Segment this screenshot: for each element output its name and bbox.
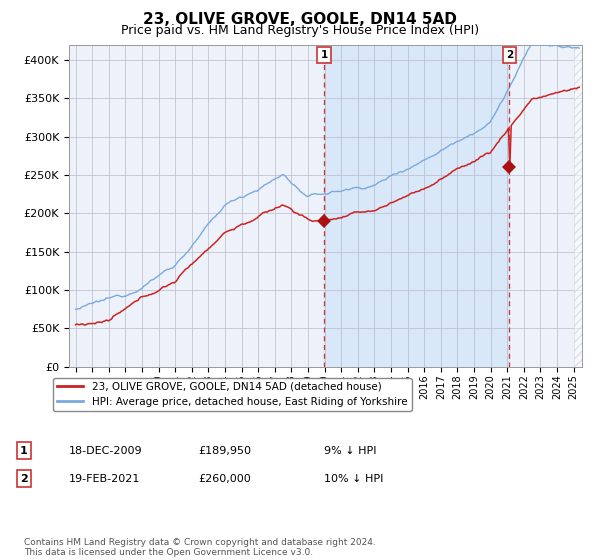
Text: Contains HM Land Registry data © Crown copyright and database right 2024.
This d: Contains HM Land Registry data © Crown c… bbox=[24, 538, 376, 557]
Text: 19-FEB-2021: 19-FEB-2021 bbox=[69, 474, 140, 484]
Text: 2: 2 bbox=[506, 50, 513, 59]
Text: 23, OLIVE GROVE, GOOLE, DN14 5AD: 23, OLIVE GROVE, GOOLE, DN14 5AD bbox=[143, 12, 457, 27]
Bar bbox=[324, 45, 509, 367]
Text: 2: 2 bbox=[20, 474, 28, 484]
Text: Price paid vs. HM Land Registry's House Price Index (HPI): Price paid vs. HM Land Registry's House … bbox=[121, 24, 479, 37]
Text: 10% ↓ HPI: 10% ↓ HPI bbox=[324, 474, 383, 484]
Text: 18-DEC-2009: 18-DEC-2009 bbox=[69, 446, 143, 456]
Text: 9% ↓ HPI: 9% ↓ HPI bbox=[324, 446, 377, 456]
Legend: 23, OLIVE GROVE, GOOLE, DN14 5AD (detached house), HPI: Average price, detached : 23, OLIVE GROVE, GOOLE, DN14 5AD (detach… bbox=[53, 377, 412, 411]
Text: 1: 1 bbox=[20, 446, 28, 456]
Text: 1: 1 bbox=[320, 50, 328, 59]
Text: £260,000: £260,000 bbox=[198, 474, 251, 484]
Text: £189,950: £189,950 bbox=[198, 446, 251, 456]
